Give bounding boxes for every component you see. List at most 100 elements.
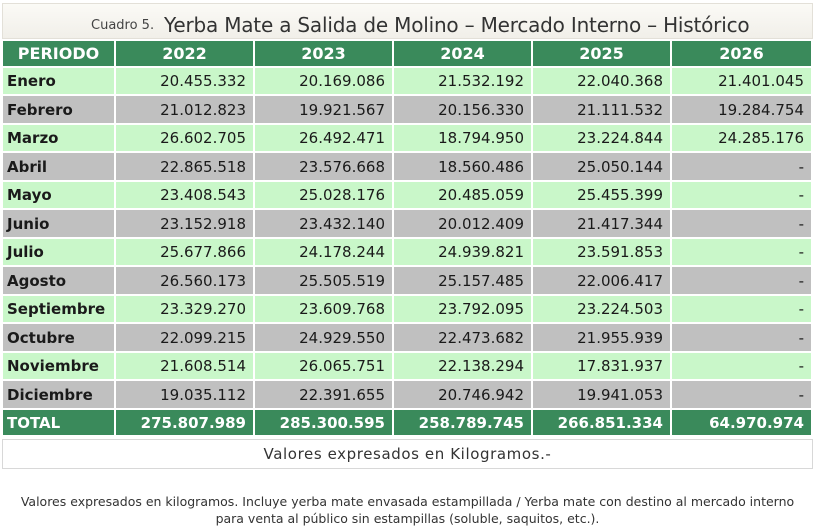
cell-value: 25.050.144: [533, 153, 672, 182]
cell-value: 19.941.053: [533, 381, 672, 410]
data-table: PERIODO 2022 2023 2024 2025 2026 Enero 20…: [3, 41, 813, 437]
cell-value: 20.169.086: [255, 68, 394, 96]
row-label: Marzo: [3, 125, 116, 153]
cell-value: -: [672, 381, 813, 410]
cell-value: 20.012.409: [394, 210, 533, 239]
cell-value: 23.792.095: [394, 296, 533, 324]
cell-value: 26.602.705: [116, 125, 255, 153]
cell-value: 18.794.950: [394, 125, 533, 153]
row-label: Noviembre: [3, 353, 116, 381]
cell-value: 22.391.655: [255, 381, 394, 410]
column-header-2026: 2026: [672, 41, 813, 68]
table-row: Mayo 23.408.543 25.028.176 20.485.059 25.455…: [3, 182, 813, 210]
row-label: Enero: [3, 68, 116, 96]
table-row: Febrero 21.012.823 19.921.567 20.156.330 21.…: [3, 96, 813, 125]
column-header-2023: 2023: [255, 41, 394, 68]
row-label: Agosto: [3, 267, 116, 296]
cell-value: 23.591.853: [533, 239, 672, 267]
table-row: Noviembre 21.608.514 26.065.751 22.138.294 1…: [3, 353, 813, 381]
table-caption: Cuadro 5.: [91, 18, 155, 33]
cell-value: 25.028.176: [255, 182, 394, 210]
table-row: Septiembre 23.329.270 23.609.768 23.792.095…: [3, 296, 813, 324]
cell-value: 24.929.550: [255, 324, 394, 353]
cell-value: 21.955.939: [533, 324, 672, 353]
cell-value: 21.417.344: [533, 210, 672, 239]
table-row: Julio 25.677.866 24.178.244 24.939.821 23.59…: [3, 239, 813, 267]
table-row: Abril 22.865.518 23.576.668 18.560.486 25.05…: [3, 153, 813, 182]
total-value: 275.807.989: [116, 410, 255, 437]
table-body: Enero 20.455.332 20.169.086 21.532.192 22.04…: [3, 68, 813, 437]
footnote: Valores expresados en kilogramos. Incluy…: [10, 493, 805, 527]
table-row: Diciembre 19.035.112 22.391.655 20.746.942 1…: [3, 381, 813, 410]
cell-value: 23.224.844: [533, 125, 672, 153]
total-value: 266.851.334: [533, 410, 672, 437]
cell-value: -: [672, 182, 813, 210]
cell-value: 21.012.823: [116, 96, 255, 125]
cell-value: 22.040.368: [533, 68, 672, 96]
table-row: Marzo 26.602.705 26.492.471 18.794.950 23.22…: [3, 125, 813, 153]
total-label: TOTAL: [3, 410, 116, 437]
row-label: Abril: [3, 153, 116, 182]
row-label: Junio: [3, 210, 116, 239]
cell-value: 21.111.532: [533, 96, 672, 125]
cell-value: -: [672, 296, 813, 324]
cell-value: 22.138.294: [394, 353, 533, 381]
table-title: Yerba Mate a Salida de Molino – Mercado …: [164, 13, 750, 37]
row-label: Febrero: [3, 96, 116, 125]
row-label: Septiembre: [3, 296, 116, 324]
cell-value: 20.485.059: [394, 182, 533, 210]
cell-value: 23.576.668: [255, 153, 394, 182]
cell-value: 25.505.519: [255, 267, 394, 296]
row-label: Diciembre: [3, 381, 116, 410]
cell-value: -: [672, 153, 813, 182]
column-header-2024: 2024: [394, 41, 533, 68]
cell-value: 23.329.270: [116, 296, 255, 324]
cell-value: 20.455.332: [116, 68, 255, 96]
cell-value: 25.455.399: [533, 182, 672, 210]
cell-value: 18.560.486: [394, 153, 533, 182]
cell-value: 23.432.140: [255, 210, 394, 239]
cell-value: 26.560.173: [116, 267, 255, 296]
cell-value: 23.224.503: [533, 296, 672, 324]
cell-value: 21.532.192: [394, 68, 533, 96]
cell-value: 21.401.045: [672, 68, 813, 96]
table-row: Agosto 26.560.173 25.505.519 25.157.485 22.0…: [3, 267, 813, 296]
total-value: 64.970.974: [672, 410, 813, 437]
cell-value: -: [672, 324, 813, 353]
row-label: Mayo: [3, 182, 116, 210]
footnote-line-1: Valores expresados en kilogramos. Incluy…: [20, 494, 795, 509]
row-label: Julio: [3, 239, 116, 267]
cell-value: 22.865.518: [116, 153, 255, 182]
cell-value: 17.831.937: [533, 353, 672, 381]
total-row: TOTAL 275.807.989 285.300.595 258.789.745 26…: [3, 410, 813, 437]
cell-value: 24.939.821: [394, 239, 533, 267]
cell-value: 24.178.244: [255, 239, 394, 267]
column-header-2025: 2025: [533, 41, 672, 68]
cell-value: -: [672, 267, 813, 296]
total-value: 285.300.595: [255, 410, 394, 437]
units-note: Valores expresados en Kilogramos.-: [2, 439, 813, 469]
cell-value: 21.608.514: [116, 353, 255, 381]
cell-value: -: [672, 239, 813, 267]
cell-value: -: [672, 210, 813, 239]
cell-value: 23.609.768: [255, 296, 394, 324]
title-bar: Cuadro 5. Yerba Mate a Salida de Molino …: [2, 3, 813, 39]
row-label: Octubre: [3, 324, 116, 353]
cell-value: -: [672, 353, 813, 381]
cell-value: 20.156.330: [394, 96, 533, 125]
cell-value: 24.285.176: [672, 125, 813, 153]
column-header-2022: 2022: [116, 41, 255, 68]
table-row: Junio 23.152.918 23.432.140 20.012.409 21.41…: [3, 210, 813, 239]
cell-value: 19.035.112: [116, 381, 255, 410]
cell-value: 23.152.918: [116, 210, 255, 239]
header-row: PERIODO 2022 2023 2024 2025 2026: [3, 41, 813, 68]
cell-value: 22.473.682: [394, 324, 533, 353]
cell-value: 22.006.417: [533, 267, 672, 296]
cell-value: 25.677.866: [116, 239, 255, 267]
cell-value: 26.065.751: [255, 353, 394, 381]
table-row: Octubre 22.099.215 24.929.550 22.473.682 21.…: [3, 324, 813, 353]
column-header-periodo: PERIODO: [3, 41, 116, 68]
cell-value: 25.157.485: [394, 267, 533, 296]
table-row: Enero 20.455.332 20.169.086 21.532.192 22.04…: [3, 68, 813, 96]
footnote-line-2: para venta al público sin estampillas (s…: [215, 511, 600, 526]
